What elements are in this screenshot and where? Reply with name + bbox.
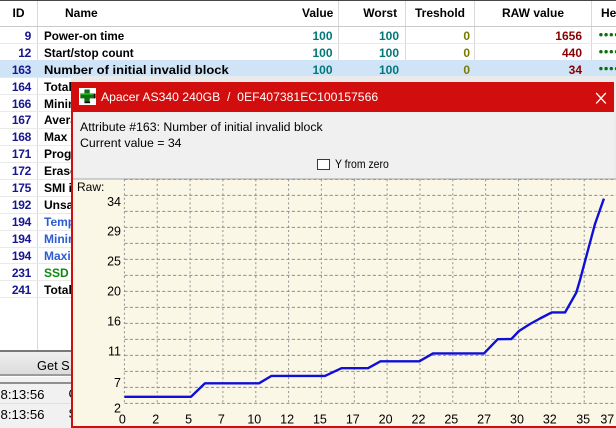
svg-text:12: 12 — [280, 413, 294, 427]
svg-text:20: 20 — [379, 413, 393, 427]
svg-text:25: 25 — [107, 255, 121, 269]
svg-text:20: 20 — [107, 285, 121, 299]
svg-text:30: 30 — [510, 413, 524, 427]
svg-text:2: 2 — [152, 413, 159, 427]
svg-text:5: 5 — [185, 413, 192, 427]
svg-text:15: 15 — [313, 413, 327, 427]
svg-text:16: 16 — [107, 314, 121, 328]
svg-text:11: 11 — [108, 344, 121, 358]
svg-text:27: 27 — [477, 413, 491, 427]
svg-text:7: 7 — [218, 413, 225, 427]
svg-text:37: 37 — [600, 413, 614, 427]
svg-text:22: 22 — [412, 413, 426, 427]
svg-text:32: 32 — [543, 413, 557, 427]
svg-text:0: 0 — [119, 413, 126, 427]
svg-text:7: 7 — [114, 376, 121, 390]
svg-text:34: 34 — [107, 195, 121, 209]
svg-text:2: 2 — [114, 401, 121, 415]
svg-text:25: 25 — [444, 413, 458, 427]
svg-text:35: 35 — [576, 413, 590, 427]
svg-text:10: 10 — [247, 413, 261, 427]
svg-text:17: 17 — [346, 413, 360, 427]
svg-text:29: 29 — [107, 225, 121, 239]
